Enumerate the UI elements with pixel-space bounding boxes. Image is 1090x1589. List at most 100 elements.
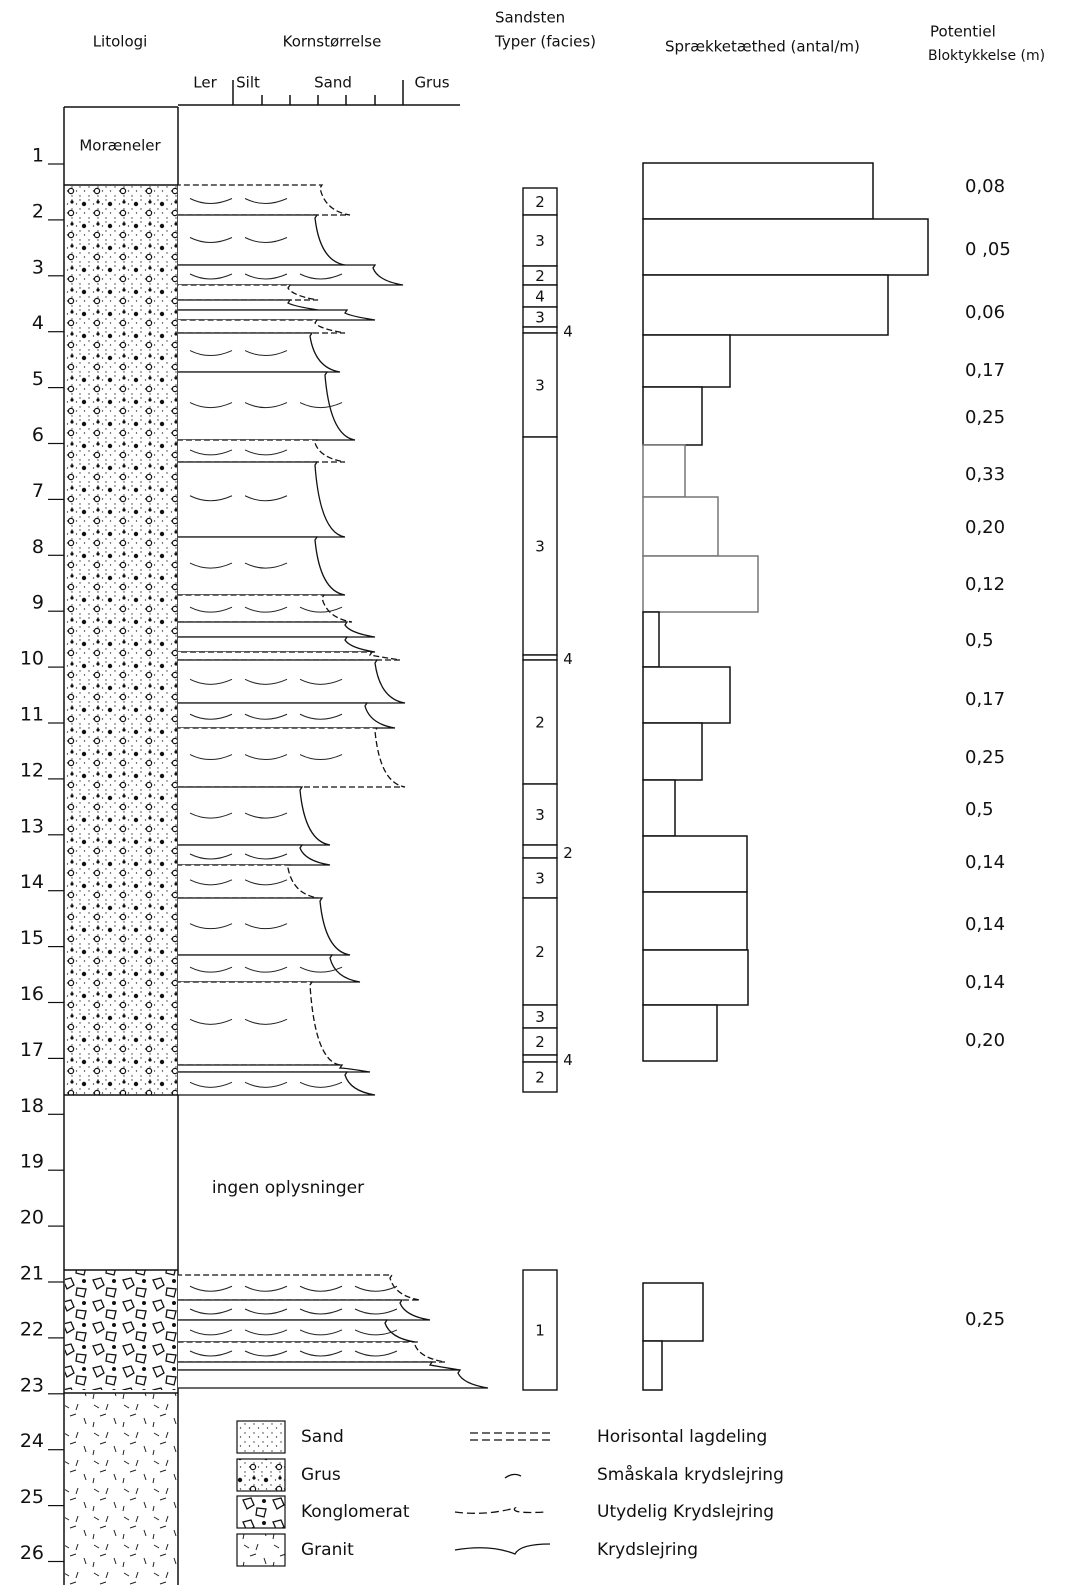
grain-bed [178, 637, 375, 652]
depth-label: 14 [20, 871, 44, 893]
block-thickness: 0,12 [965, 574, 1005, 595]
block-thickness: 0,14 [965, 972, 1005, 993]
depth-label: 17 [20, 1039, 44, 1061]
facies-label: 4 [563, 650, 573, 668]
header: Bloktykkelse (m) [928, 48, 1045, 64]
grain-bed [178, 660, 405, 703]
fracture-bar [643, 892, 747, 950]
grain-bed [178, 1072, 375, 1095]
depth-label: 16 [20, 983, 44, 1005]
depth-label: 15 [20, 927, 44, 949]
depth-label: 2 [32, 200, 44, 222]
legend-symbol [505, 1474, 521, 1478]
legend-label: Krydslejring [597, 1540, 698, 1560]
block-thickness: 0,5 [965, 630, 994, 651]
block-thickness: 0,20 [965, 1030, 1005, 1051]
depth-label: 3 [32, 256, 44, 278]
grain-label: Ler [193, 74, 217, 92]
block-thickness: 0,14 [965, 852, 1005, 873]
depth-label: 23 [20, 1374, 44, 1396]
grain-bed [178, 1275, 420, 1300]
legend-swatch [237, 1459, 285, 1491]
grain-bed [178, 462, 345, 537]
fracture-bar [643, 497, 718, 556]
header: Typer (facies) [494, 33, 596, 51]
fracture-bar [643, 275, 888, 335]
grain-bed [178, 652, 400, 660]
grain-bed [178, 1370, 488, 1388]
legend-label: Horisontal lagdeling [597, 1427, 767, 1447]
lithology-fill [65, 1270, 177, 1390]
facies-label: 4 [535, 288, 545, 306]
depth-label: 12 [20, 759, 44, 781]
grain-bed [178, 622, 375, 637]
legend-label: Granit [301, 1540, 354, 1560]
grain-label: Grus [414, 74, 449, 92]
legend-swatch [237, 1534, 285, 1566]
facies-label: 3 [535, 870, 545, 888]
block-thickness: 0 ,05 [965, 239, 1011, 260]
fracture-bar [643, 556, 758, 612]
depth-label: 9 [32, 592, 44, 614]
block-thickness: 0,08 [965, 176, 1005, 197]
grain-bed [178, 787, 330, 845]
facies-label: 2 [535, 943, 545, 961]
depth-label: 6 [32, 424, 44, 446]
grain-bed [178, 595, 352, 622]
depth-label: 13 [20, 815, 44, 837]
depth-label: 1 [32, 145, 44, 167]
geologic-log: Litologi Kornstørrelse Sandsten Typer (f… [0, 0, 1090, 1585]
depth-label: 10 [20, 648, 44, 670]
block-thickness: 0,33 [965, 464, 1005, 485]
lithology-fill [65, 185, 177, 1095]
facies-box [523, 655, 557, 660]
legend-symbol [455, 1508, 545, 1513]
header: Potentiel [930, 23, 996, 41]
block-thickness: 0,20 [965, 517, 1005, 538]
fracture-bar [643, 1005, 717, 1061]
facies-label: 3 [535, 806, 545, 824]
header: Kornstørrelse [283, 33, 382, 51]
facies-label: 3 [535, 377, 545, 395]
depth-label: 8 [32, 536, 44, 558]
grain-bed [178, 703, 395, 728]
grain-label: Sand [314, 74, 352, 92]
facies-label: 2 [535, 267, 545, 285]
lithology-label: Moræneler [79, 137, 161, 155]
legend-label: Konglomerat [301, 1502, 410, 1522]
fracture-bar [643, 1283, 703, 1341]
grain-bed [178, 1362, 460, 1370]
block-thickness: 0,06 [965, 302, 1005, 323]
fracture-bar [643, 335, 730, 387]
block-thickness: 0,25 [965, 747, 1005, 768]
facies-label: 3 [535, 1008, 545, 1026]
depth-label: 24 [20, 1430, 44, 1452]
depth-label: 26 [20, 1542, 44, 1564]
block-thickness: 0,17 [965, 360, 1005, 381]
legend-swatch [237, 1496, 285, 1528]
header: Sandsten [495, 9, 565, 27]
fracture-bar [643, 445, 685, 497]
depth-label: 4 [32, 312, 44, 334]
fracture-bar [643, 780, 675, 836]
grain-bed [178, 215, 345, 265]
grain-bed [178, 898, 350, 955]
fracture-bar [643, 723, 702, 780]
facies-label: 2 [535, 1069, 545, 1087]
fracture-bar [643, 836, 747, 892]
grain-bed [178, 728, 405, 787]
lithology-label: ingen oplysninger [212, 1178, 364, 1198]
grain-bed [178, 845, 330, 865]
facies-label: 3 [535, 232, 545, 250]
grain-bed [178, 310, 375, 320]
grain-bed [178, 537, 345, 595]
grain-bed [178, 285, 318, 300]
grain-bed [178, 320, 345, 333]
facies-label: 3 [535, 538, 545, 556]
grain-bed [178, 300, 318, 310]
grain-bed [178, 265, 403, 285]
block-thickness: 0,14 [965, 914, 1005, 935]
facies-label: 4 [563, 1051, 573, 1069]
header: Sprækketæthed (antal/m) [665, 38, 860, 56]
depth-label: 18 [20, 1095, 44, 1117]
